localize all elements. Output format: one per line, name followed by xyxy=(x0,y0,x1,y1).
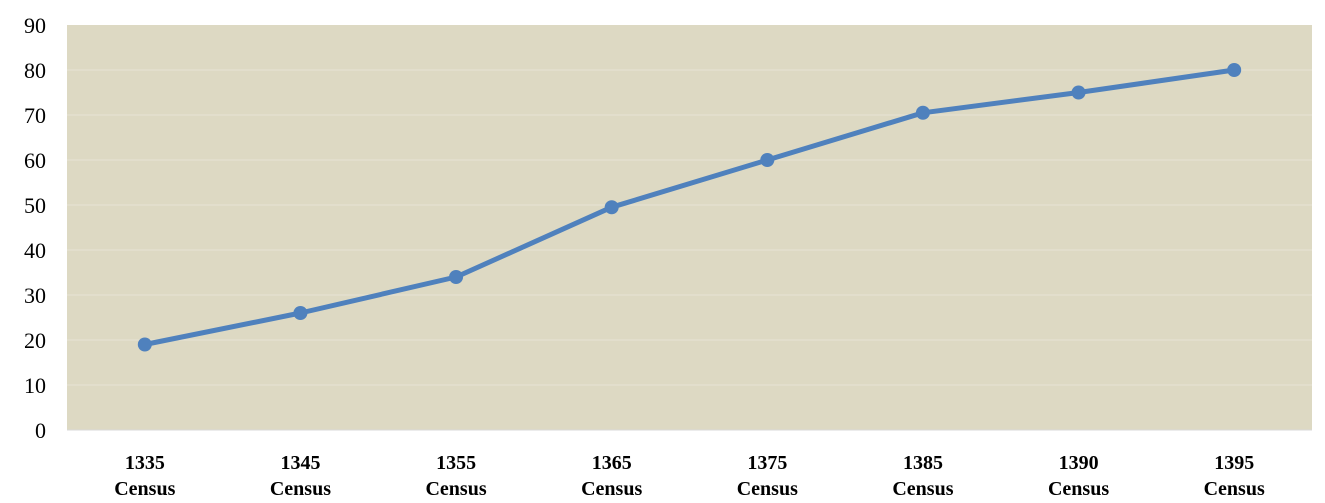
x-axis-ticks: 1335 Census 1345 Census 1355 Census 1365 Census… xyxy=(114,452,1265,500)
x-tick-label-line: 1385 xyxy=(903,452,943,474)
x-tick-label: 1365 Census xyxy=(581,452,642,500)
x-tick-label-line: Census xyxy=(114,478,175,500)
x-tick-label-line: Census xyxy=(892,478,953,500)
x-tick-label-line: Census xyxy=(425,478,486,500)
y-tick-label: 60 xyxy=(24,148,46,173)
data-point xyxy=(449,270,464,284)
y-tick-label: 10 xyxy=(24,373,46,398)
data-point xyxy=(137,337,152,352)
x-tick-label: 1385 Census xyxy=(892,452,953,500)
x-tick-label-line: Census xyxy=(270,478,331,500)
x-tick-label-line: 1335 xyxy=(125,452,165,474)
x-tick-label: 1345 Census xyxy=(270,452,331,500)
y-tick-label: 20 xyxy=(24,328,46,353)
y-tick-label: 90 xyxy=(24,13,46,38)
data-point xyxy=(604,200,619,215)
y-axis-ticks: 0 10 20 30 40 50 60 70 80 90 xyxy=(24,13,46,443)
data-point xyxy=(1227,63,1242,77)
data-point xyxy=(915,105,930,120)
x-tick-label-line: 1345 xyxy=(280,452,320,474)
y-tick-label: 50 xyxy=(24,193,46,218)
x-tick-label: 1375 Census xyxy=(737,452,798,500)
x-tick-label: 1390 Census xyxy=(1048,452,1109,500)
x-tick-label-line: Census xyxy=(1204,478,1265,500)
gridlines xyxy=(67,69,1312,386)
x-tick-label-line: 1390 xyxy=(1059,452,1099,474)
x-tick-label-line: Census xyxy=(581,478,642,500)
y-tick-label: 0 xyxy=(35,418,46,443)
x-tick-label-line: 1355 xyxy=(436,452,476,474)
x-tick-label-line: 1395 xyxy=(1214,452,1254,474)
data-point xyxy=(1071,85,1086,100)
data-points xyxy=(137,63,1242,352)
y-tick-label: 40 xyxy=(24,238,46,263)
data-point xyxy=(293,306,308,320)
y-tick-label: 70 xyxy=(24,103,46,128)
series-line xyxy=(142,67,1237,347)
x-tick-label: 1335 Census xyxy=(114,452,175,500)
x-tick-label: 1355 Census xyxy=(425,452,486,500)
x-tick-label-line: 1375 xyxy=(747,452,787,474)
x-tick-label-line: 1365 xyxy=(592,452,632,474)
plot-area xyxy=(67,25,1312,430)
x-tick-label: 1395 Census xyxy=(1204,452,1265,500)
x-tick-label-line: Census xyxy=(737,478,798,500)
x-tick-label-line: Census xyxy=(1048,478,1109,500)
y-tick-label: 80 xyxy=(24,58,46,83)
data-point xyxy=(760,153,775,167)
y-tick-label: 30 xyxy=(24,283,46,308)
